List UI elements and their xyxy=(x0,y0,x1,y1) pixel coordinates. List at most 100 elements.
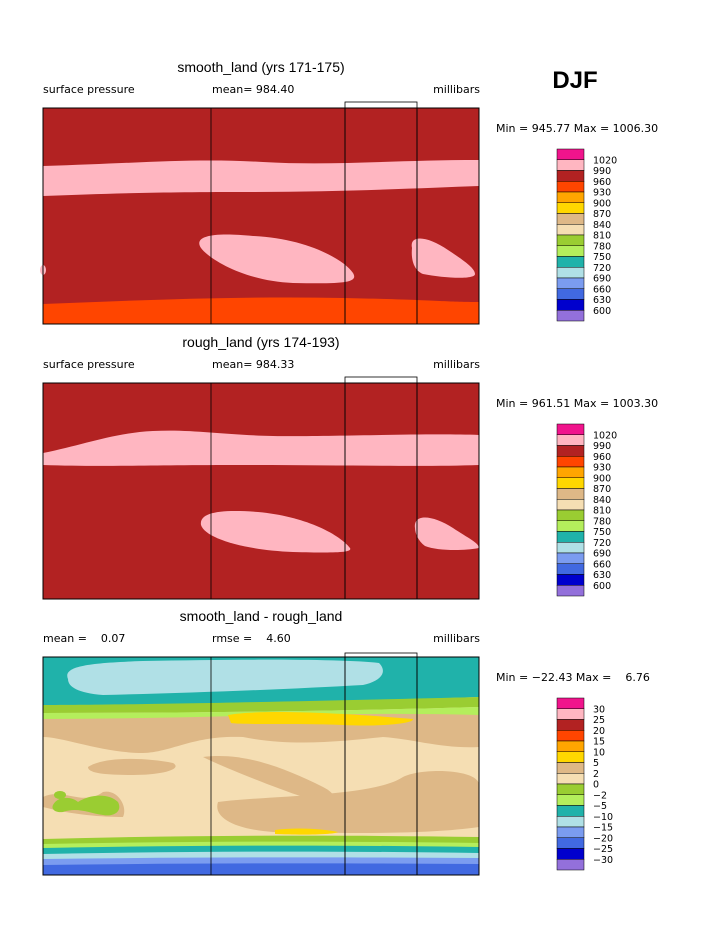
colorbar-label: 960 xyxy=(593,452,611,463)
colorbar-box xyxy=(556,708,585,720)
colorbar-box xyxy=(556,159,585,171)
colorbar-label: 0 xyxy=(593,780,599,791)
colorbar-box xyxy=(556,256,585,268)
panel-title: rough_land (yrs 174-193) xyxy=(182,334,339,350)
center-label: mean= 984.40 xyxy=(212,83,294,96)
colorbar-box xyxy=(556,794,585,806)
colorbar-box xyxy=(556,574,585,586)
colorbar-box xyxy=(556,466,585,478)
colorbar-box xyxy=(556,477,585,489)
colorbar-box xyxy=(556,837,585,849)
panel-title: smooth_land - rough_land xyxy=(180,608,343,624)
colorbar-label: 630 xyxy=(593,295,611,306)
colorbar-box xyxy=(556,509,585,521)
colorbar-label: 900 xyxy=(593,473,611,484)
colorbar-label: 690 xyxy=(593,549,611,560)
colorbar-box xyxy=(556,191,585,203)
colorbar-box xyxy=(556,697,585,709)
colorbar-box xyxy=(556,542,585,554)
colorbar-label: 900 xyxy=(593,198,611,209)
colorbar-label: −25 xyxy=(593,844,613,855)
colorbar-label: 600 xyxy=(593,306,611,317)
colorbar-label: 750 xyxy=(593,527,611,538)
colorbar-box xyxy=(556,234,585,246)
colorbar-box xyxy=(556,310,585,322)
colorbar-box xyxy=(556,848,585,860)
colorbar-label: 990 xyxy=(593,166,611,177)
colorbar-box xyxy=(556,181,585,193)
colorbar-label: 720 xyxy=(593,263,611,274)
map-panel xyxy=(42,376,480,600)
colorbar-label: 1020 xyxy=(593,430,617,441)
map-panel xyxy=(42,652,480,876)
colorbar-box xyxy=(556,148,585,160)
colorbar-label: 1020 xyxy=(593,155,617,166)
colorbar-box xyxy=(556,224,585,236)
colorbar-label: 660 xyxy=(593,559,611,570)
colorbar-box xyxy=(556,773,585,785)
range-label: Min = −22.43 Max = 6.76 xyxy=(496,671,650,684)
season: DJF xyxy=(552,67,597,94)
center-label: rmse = 4.60 xyxy=(212,632,291,645)
colorbar-label: 780 xyxy=(593,516,611,527)
colorbar-box xyxy=(556,762,585,774)
colorbar-label: 840 xyxy=(593,495,611,506)
colorbar-box xyxy=(556,288,585,300)
colorbar-label: 750 xyxy=(593,252,611,263)
colorbar-box xyxy=(556,826,585,838)
colorbar-box xyxy=(556,730,585,742)
colorbar-box xyxy=(556,299,585,311)
colorbar-label: −10 xyxy=(593,812,613,823)
colorbar-label: −20 xyxy=(593,833,613,844)
range-label: Min = 945.77 Max = 1006.30 xyxy=(496,122,658,135)
colorbar-box xyxy=(556,859,585,871)
colorbar-box xyxy=(556,816,585,828)
right-label: millibars xyxy=(433,358,480,371)
colorbar-box xyxy=(556,531,585,543)
colorbar-label: 630 xyxy=(593,570,611,581)
colorbar-box xyxy=(556,499,585,511)
panel-title: smooth_land (yrs 171-175) xyxy=(177,59,344,75)
colorbar-label: −15 xyxy=(593,823,613,834)
colorbar-label: 10 xyxy=(593,747,605,758)
colorbar-label: 25 xyxy=(593,715,605,726)
colorbar-box xyxy=(556,456,585,468)
colorbar-label: −5 xyxy=(593,801,607,812)
colorbar-box xyxy=(556,423,585,435)
colorbar-box xyxy=(556,740,585,752)
colorbar-label: 660 xyxy=(593,284,611,295)
left-label: surface pressure xyxy=(43,83,135,96)
colorbar-label: 600 xyxy=(593,581,611,592)
map-panel xyxy=(40,101,480,325)
colorbar-box xyxy=(556,520,585,532)
colorbar-label: 810 xyxy=(593,231,611,242)
colorbar-label: −2 xyxy=(593,790,607,801)
colorbar-box xyxy=(556,277,585,289)
colorbar-label: 20 xyxy=(593,726,605,737)
colorbar-label: 720 xyxy=(593,538,611,549)
colorbar-box xyxy=(556,245,585,257)
colorbar-box xyxy=(556,488,585,500)
colorbar-label: 990 xyxy=(593,441,611,452)
colorbar-box xyxy=(556,719,585,731)
colorbar-label: 15 xyxy=(593,737,605,748)
colorbar-label: 930 xyxy=(593,188,611,199)
colorbar-box xyxy=(556,552,585,564)
colorbar-label: 780 xyxy=(593,241,611,252)
colorbar-box xyxy=(556,202,585,214)
colorbar-label: 870 xyxy=(593,209,611,220)
colorbar-label: 930 xyxy=(593,463,611,474)
center-label: mean= 984.33 xyxy=(212,358,294,371)
right-label: millibars xyxy=(433,632,480,645)
colorbar-box xyxy=(556,434,585,446)
colorbar-label: 5 xyxy=(593,758,599,769)
colorbar-box xyxy=(556,805,585,817)
left-label: surface pressure xyxy=(43,358,135,371)
colorbar-label: 960 xyxy=(593,177,611,188)
colorbar-label: 30 xyxy=(593,704,605,715)
colorbar-label: 810 xyxy=(593,506,611,517)
colorbar-box xyxy=(556,585,585,597)
colorbar-box xyxy=(556,563,585,575)
left-label: mean = 0.07 xyxy=(43,632,125,645)
